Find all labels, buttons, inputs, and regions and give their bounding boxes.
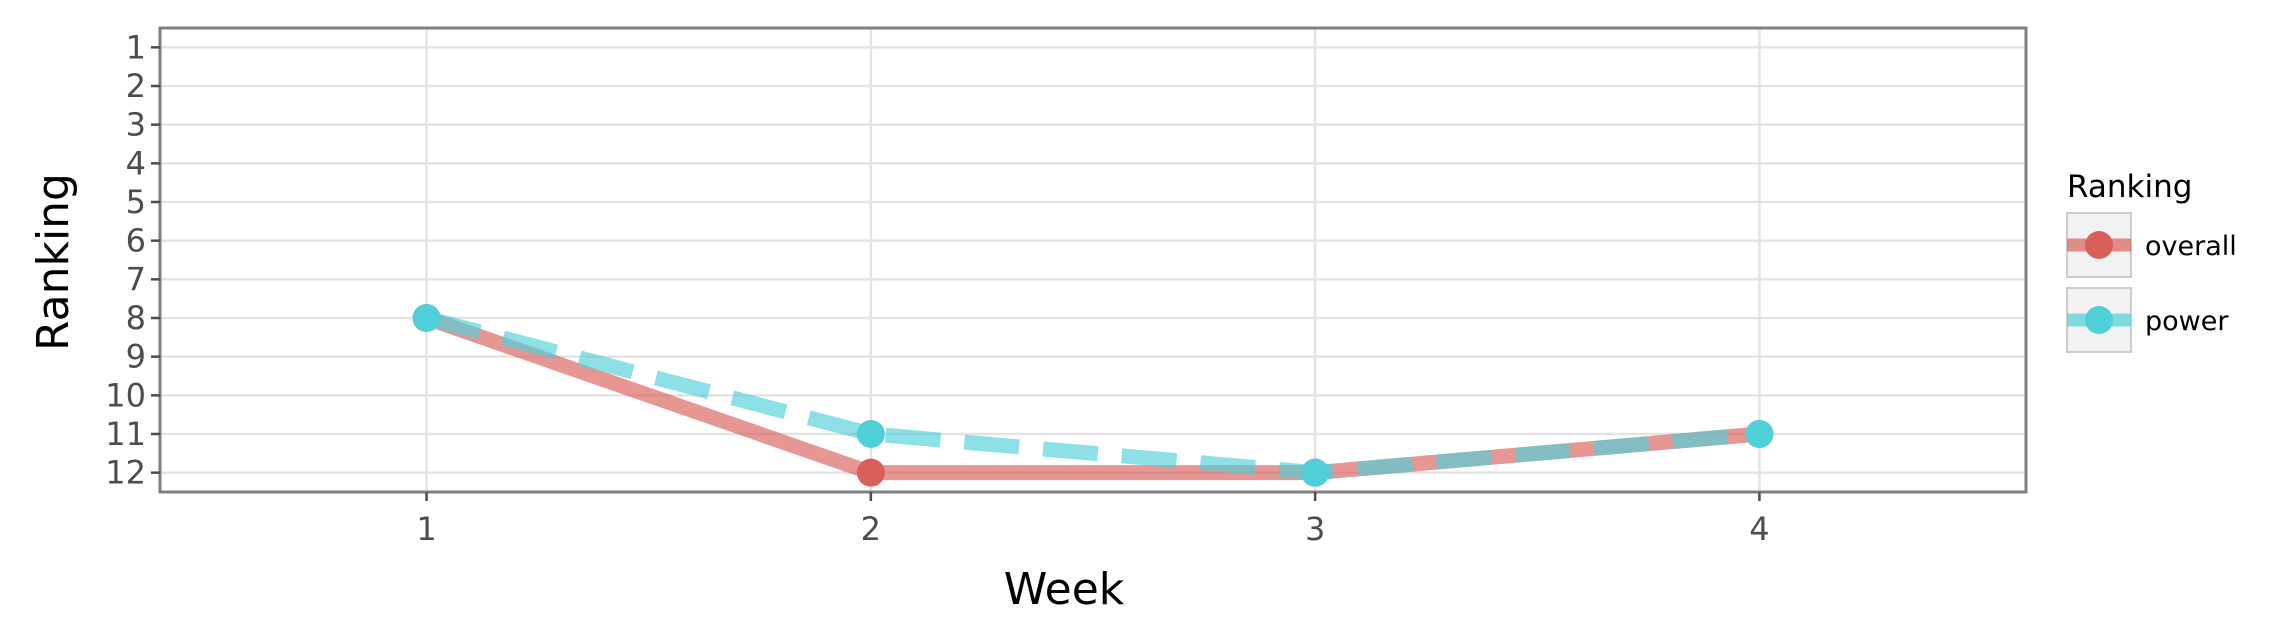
legend-label-power: power: [2145, 306, 2229, 337]
y-tick-label: 3: [126, 106, 146, 144]
y-tick-label: 11: [105, 415, 146, 453]
x-axis-title: Week: [1004, 564, 1125, 615]
y-tick-label: 2: [126, 67, 146, 105]
y-tick-label: 8: [126, 299, 146, 337]
y-axis-title: Ranking: [28, 173, 79, 351]
x-tick-label: 2: [861, 510, 881, 548]
y-tick-label: 4: [126, 144, 146, 182]
x-axis-ticks: 1 2 3 4: [416, 492, 1770, 548]
series-line-power: [424, 310, 1761, 481]
panel-border: [158, 26, 2028, 494]
legend-label-overall: overall: [2145, 231, 2237, 262]
y-tick-label: 10: [105, 376, 146, 414]
y-tick-label: 12: [105, 454, 146, 492]
x-tick-label: 3: [1305, 510, 1325, 548]
legend-key-point: [2085, 306, 2113, 334]
legend-key-point: [2085, 231, 2113, 259]
panel-background: [160, 28, 2026, 492]
y-tick-label: 6: [126, 222, 146, 260]
gridlines: [160, 28, 2026, 492]
data-point-power: [412, 304, 441, 332]
y-tick-label: 5: [126, 183, 146, 221]
y-tick-label: 7: [126, 260, 146, 298]
data-point-overall: [856, 458, 885, 487]
x-tick-label: 1: [416, 510, 436, 548]
data-point-power: [856, 420, 885, 448]
x-tick-label: 4: [1749, 510, 1769, 548]
legend: Ranking overall power: [2066, 169, 2237, 353]
y-tick-label: 9: [126, 338, 146, 376]
data-point-power: [1745, 420, 1774, 448]
series-layer: [412, 304, 1774, 487]
y-tick-label: 1: [126, 28, 146, 66]
data-point-power: [1301, 458, 1330, 487]
legend-title: Ranking: [2067, 169, 2192, 205]
